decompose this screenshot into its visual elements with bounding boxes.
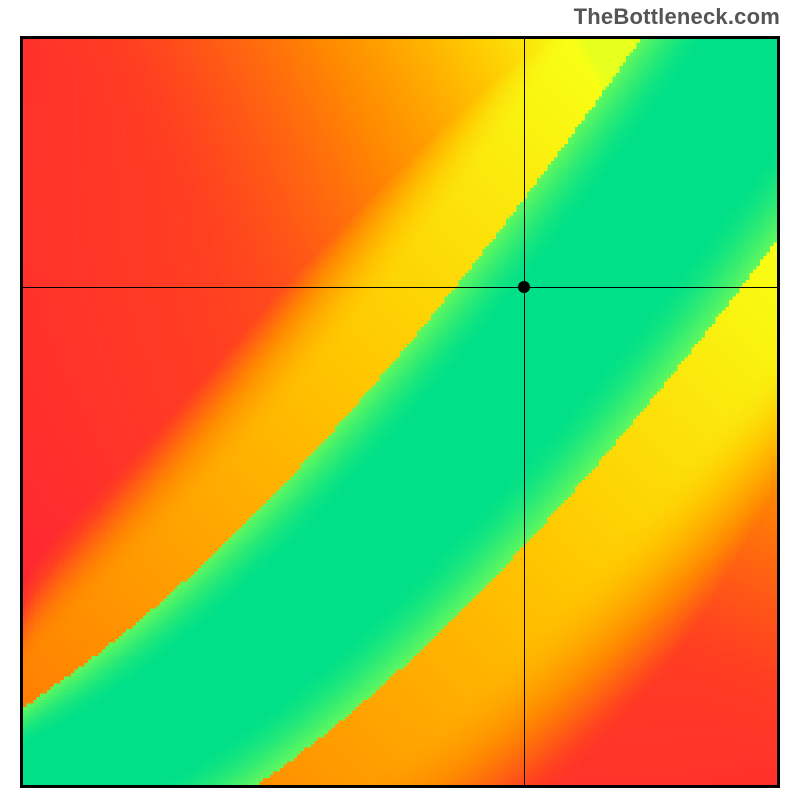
chart-container: TheBottleneck.com xyxy=(0,0,800,800)
heatmap-canvas xyxy=(23,39,777,785)
plot-frame xyxy=(20,36,780,788)
watermark-text: TheBottleneck.com xyxy=(574,4,780,30)
